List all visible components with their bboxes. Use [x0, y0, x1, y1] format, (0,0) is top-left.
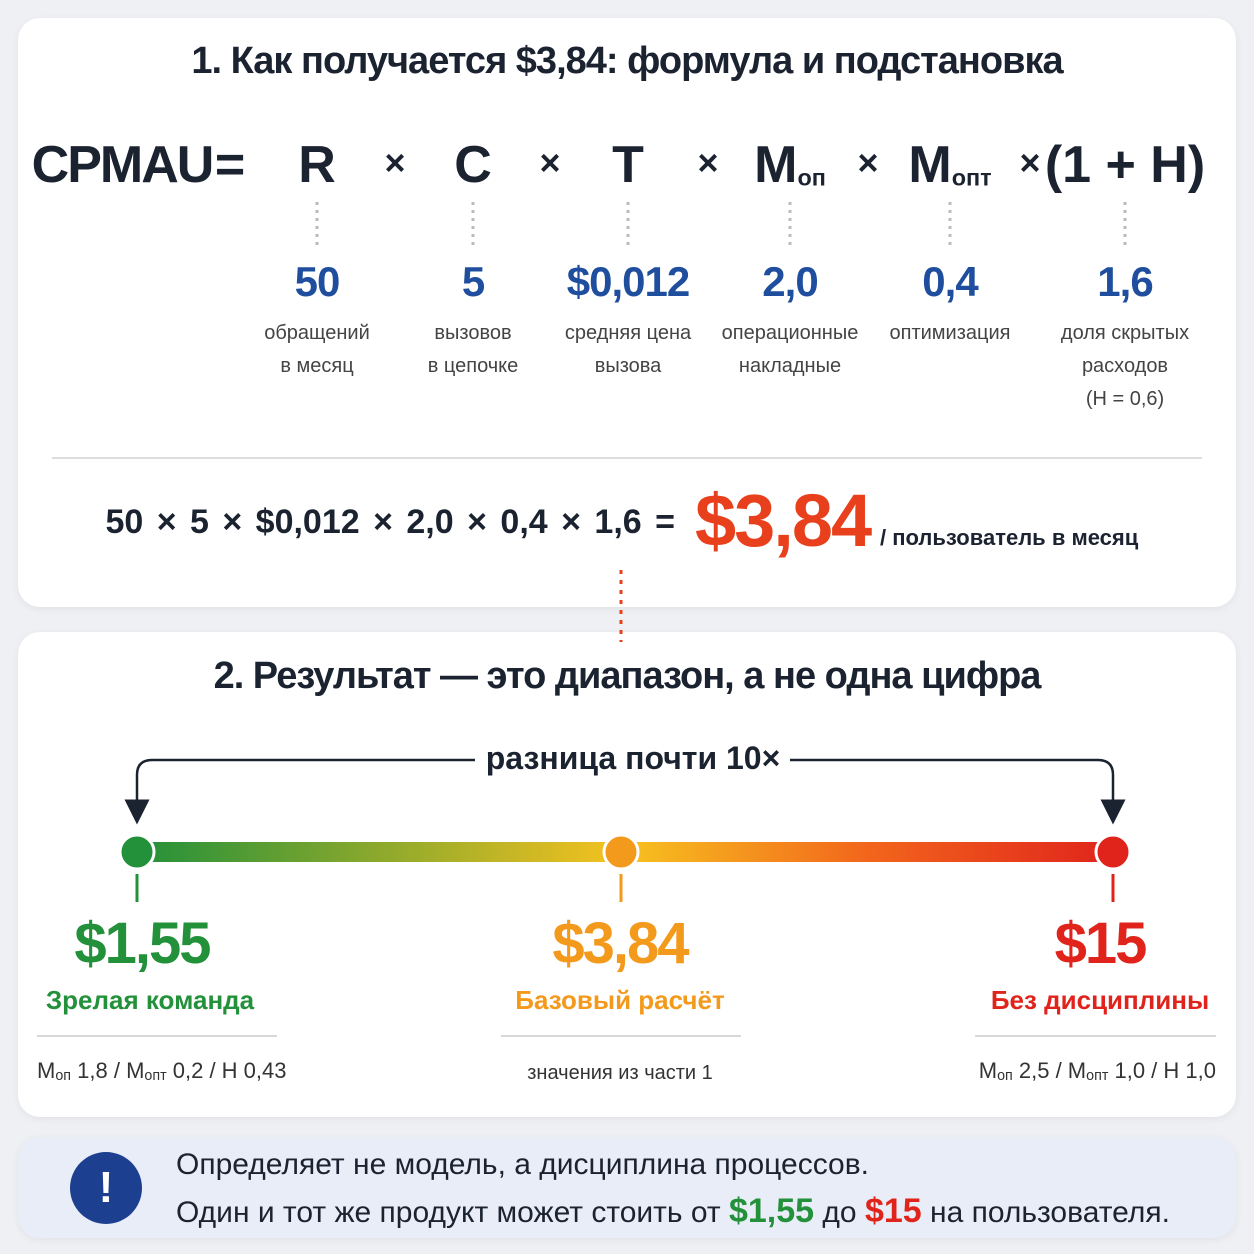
span-label: разница почти 10×: [485, 740, 781, 776]
term-description: в месяц: [280, 355, 354, 377]
term-description: доля скрытых: [1060, 322, 1190, 344]
callout-card: [18, 1137, 1236, 1238]
term-description: операционные: [721, 322, 859, 344]
section-title: 2. Результат — это диапазон, а не одна ц…: [213, 655, 1042, 697]
callout-line: Определяет не модель, а дисциплина проце…: [176, 1148, 869, 1181]
term-description: в цепочке: [427, 355, 519, 377]
term-description: расходов: [1081, 355, 1169, 377]
term-value: 2,0: [762, 258, 818, 305]
formula-symbol: C: [454, 135, 492, 195]
term-description: вызовов: [434, 322, 512, 344]
note-text: M: [37, 1058, 56, 1083]
range-dot: [1094, 833, 1132, 871]
symbol: R: [298, 136, 336, 194]
calc-unit: / пользователь в месяц: [880, 525, 1139, 550]
note-subscript: опт: [144, 1068, 167, 1085]
note-subscript: оп: [997, 1068, 1013, 1085]
point-label: Базовый расчёт: [515, 985, 725, 1015]
point-label: Зрелая команда: [45, 985, 255, 1015]
point-value: $1,55: [74, 911, 211, 976]
term-description: накладные: [738, 355, 842, 377]
formula-symbol: T: [612, 135, 644, 195]
point-note: Mоп 1,8 / Mопт 0,2 / H 0,43: [37, 1058, 287, 1084]
note-text: 1,0 / H 1,0: [1108, 1058, 1216, 1083]
formula-card: [18, 18, 1236, 607]
formula-operator: ×: [539, 142, 561, 183]
callout-low: $1,55: [728, 1192, 815, 1230]
callout-before: Один и тот же продукт может стоить от: [176, 1196, 729, 1229]
term-value: 1,6: [1097, 258, 1153, 305]
calc-expression: 50 × 5 × $0,012 × 2,0 × 0,4 × 1,6 =: [105, 503, 675, 541]
formula-symbol: Mоп: [754, 135, 826, 195]
calc-result: $3,84: [695, 479, 872, 562]
section-title: 1. Как получается $3,84: формула и подст…: [191, 40, 1063, 82]
callout-after: на пользователя.: [921, 1196, 1170, 1229]
callout-middle: до: [814, 1196, 865, 1229]
formula-symbol: (1 + H): [1045, 135, 1205, 195]
note-text: 2,5 / M: [1012, 1058, 1087, 1083]
term-description: средняя цена: [564, 322, 692, 344]
formula-equals: =: [214, 136, 246, 194]
range-dot: [602, 833, 640, 871]
point-label: Без дисциплины: [990, 985, 1210, 1015]
note-text: M: [978, 1058, 998, 1083]
term-value: 0,4: [922, 258, 978, 305]
formula-operator: ×: [857, 142, 879, 183]
term-value: 50: [294, 258, 341, 305]
term-description: обращений: [264, 322, 370, 344]
term-description: (H = 0,6): [1085, 388, 1165, 410]
term-description: оптимизация: [889, 322, 1011, 344]
symbol: M: [908, 136, 952, 194]
symbol: C: [454, 136, 492, 194]
point-note: значения из части 1: [527, 1062, 713, 1085]
symbol: (1 + H): [1044, 136, 1206, 194]
formula-lhs: CPMAU: [31, 136, 215, 194]
symbol: M: [754, 136, 798, 194]
note-text: 1,8 / M: [71, 1058, 145, 1083]
callout-high: $15: [864, 1192, 922, 1230]
symbol-subscript: опт: [951, 164, 992, 191]
symbol-subscript: оп: [797, 164, 826, 191]
note-text: значения из части 1: [527, 1062, 713, 1084]
span-arrow: [124, 758, 475, 825]
formula-symbol: R: [298, 135, 336, 195]
symbol: T: [612, 136, 644, 194]
point-value: $15: [1054, 911, 1148, 976]
note-subscript: оп: [55, 1068, 72, 1085]
point-value: $3,84: [552, 911, 689, 976]
term-description: вызова: [594, 355, 662, 377]
term-value: 5: [461, 258, 485, 305]
formula-symbol: Mопт: [908, 135, 991, 195]
note-subscript: опт: [1086, 1068, 1109, 1085]
alert-icon-text: !: [98, 1163, 114, 1212]
point-note: Mоп 2,5 / Mопт 1,0 / H 1,0: [979, 1058, 1216, 1084]
callout-line: Один и тот же продукт может стоить от $1…: [176, 1192, 1170, 1231]
span-arrow: [790, 758, 1126, 825]
term-value: $0,012: [566, 258, 690, 305]
formula-operator: ×: [384, 142, 406, 183]
formula-operator: ×: [697, 142, 719, 183]
note-text: 0,2 / H 0,43: [166, 1058, 287, 1083]
formula-operator: ×: [1019, 142, 1041, 183]
alert-icon: [70, 1152, 142, 1224]
range-dot: [118, 833, 156, 871]
